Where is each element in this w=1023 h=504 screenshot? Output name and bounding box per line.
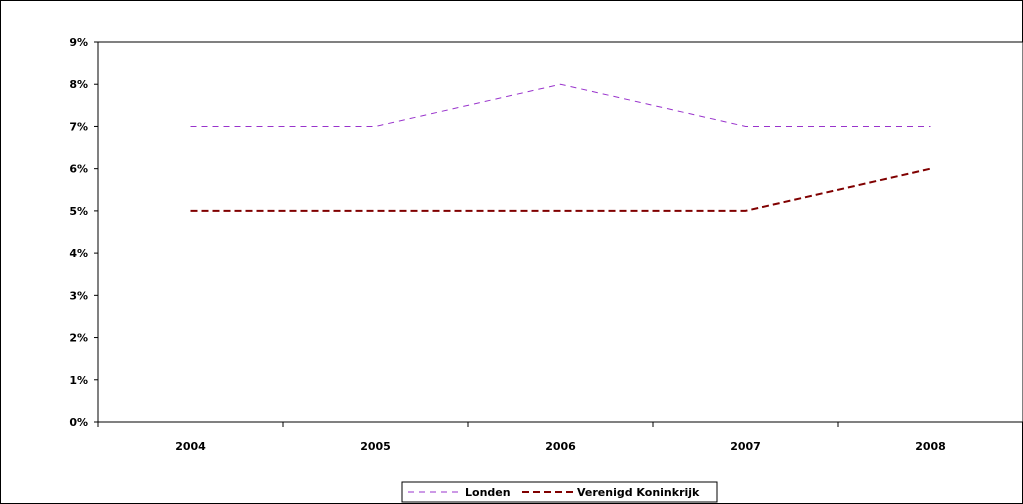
x-tick-label: 2004 (175, 440, 206, 453)
y-tick-label: 7% (69, 120, 88, 133)
series-line-0 (190, 83, 931, 127)
y-tick-label: 1% (69, 374, 88, 387)
legend: Londen Verenigd Koninkrijk (401, 481, 718, 503)
y-tick-label: 2% (69, 332, 88, 345)
y-tick-label: 9% (69, 36, 88, 49)
series-layer (190, 83, 931, 212)
x-tick-label: 2008 (915, 440, 946, 453)
x-tick-label: 2006 (545, 440, 576, 453)
x-tick-label: 2005 (360, 440, 391, 453)
y-tick-label: 4% (69, 247, 88, 260)
y-tick-label: 8% (69, 78, 88, 91)
x-tick-label: 2007 (730, 440, 761, 453)
legend-label-vk: Verenigd Koninkrijk (577, 486, 700, 499)
y-tick-label: 0% (69, 416, 88, 429)
y-tick-label: 6% (69, 163, 88, 176)
plot-area (97, 41, 1023, 423)
legend-label-londen: Londen (465, 486, 511, 499)
x-axis: 2004 2005 2006 2007 2008 (97, 422, 1023, 453)
y-tick-label: 5% (69, 205, 88, 218)
series-line-1 (190, 167, 931, 212)
y-tick-label: 3% (69, 289, 88, 302)
y-axis: 0% 1% 2% 3% 4% 5% 6% 7% 8% 9% (69, 36, 98, 429)
